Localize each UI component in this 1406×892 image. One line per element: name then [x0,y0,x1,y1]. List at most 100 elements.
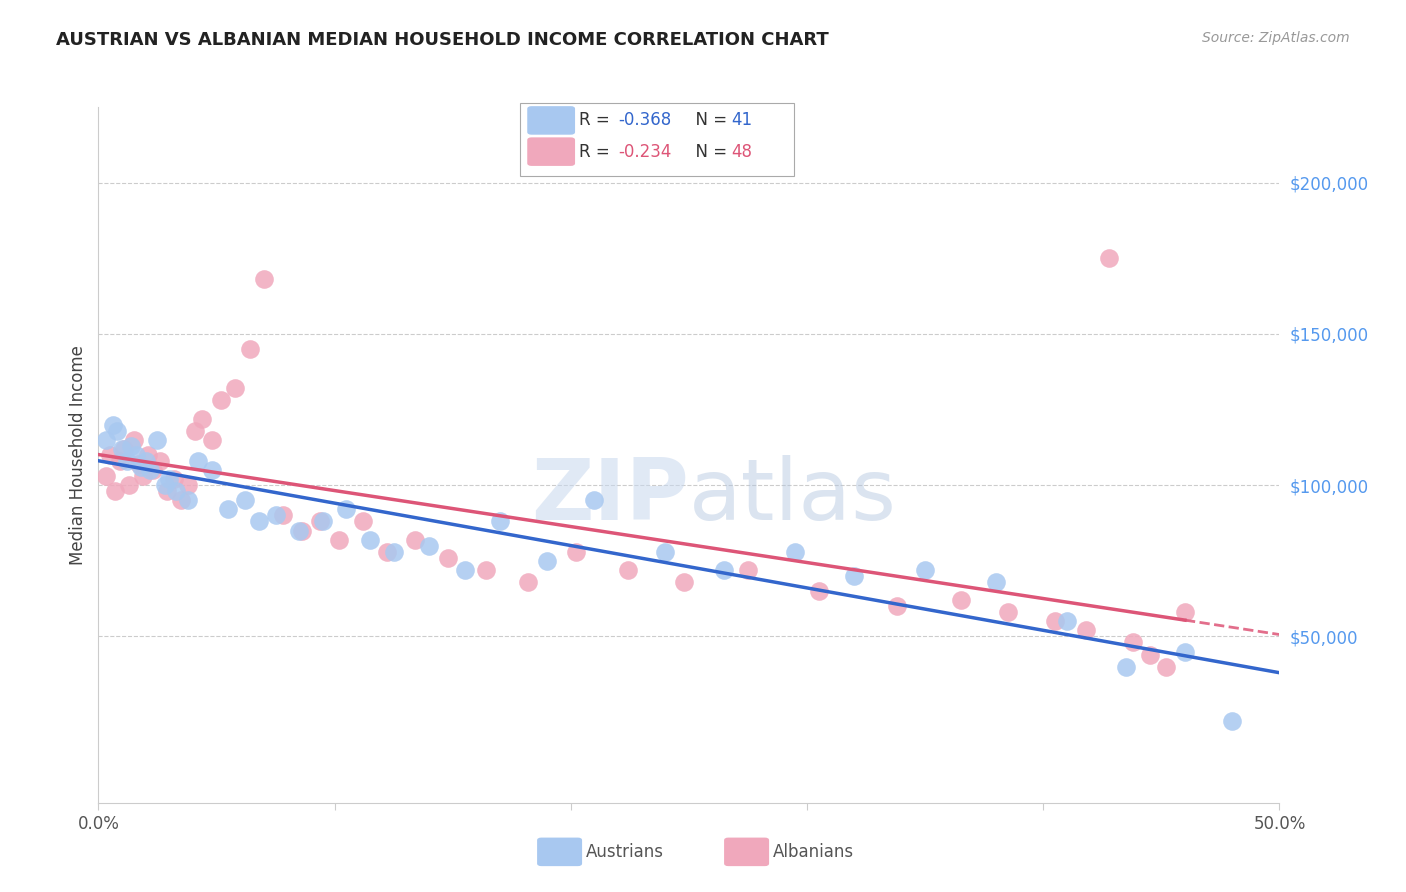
Point [122,433,145,447]
Point [328,533,350,547]
Point [984,574,1007,589]
Point [404,533,426,547]
Point [128,457,150,471]
Point [156,484,179,499]
Text: N =: N = [685,143,733,161]
Point [475,563,498,577]
Point [352,515,374,529]
Point [335,502,357,516]
Point [517,574,540,589]
Point [209,393,232,408]
Point [132,469,155,483]
Point [253,272,276,286]
Point [359,533,381,547]
Point [187,454,209,468]
Point [136,448,159,462]
Point [94,469,117,483]
Point [1043,615,1066,629]
Point [1174,644,1197,658]
Text: -0.368: -0.368 [619,112,672,129]
Point [115,454,138,468]
Point [94,433,117,447]
Point [165,484,187,499]
Point [105,424,128,438]
Point [1056,615,1078,629]
Point [104,484,127,499]
Text: R =: R = [579,112,616,129]
Point [163,472,186,486]
Text: Austrians: Austrians [586,843,664,861]
Point [239,342,262,356]
Point [201,433,224,447]
Text: 48: 48 [731,143,752,161]
Point [886,599,908,614]
Point [111,442,134,456]
Text: 41: 41 [731,112,752,129]
Point [142,463,165,477]
Text: N =: N = [685,112,733,129]
Point [1154,659,1177,673]
Point [271,508,294,523]
Point [153,478,176,492]
Point [112,442,135,456]
Point [564,545,586,559]
Point [583,493,606,508]
Point [382,545,405,559]
Point [139,463,162,477]
Point [101,417,124,432]
Point [157,472,180,486]
Point [1098,252,1121,266]
Text: Albanians: Albanians [773,843,855,861]
Point [1139,648,1161,662]
Point [737,563,759,577]
Point [713,563,735,577]
Point [1074,624,1097,638]
Point [177,478,200,492]
Point [118,478,141,492]
Text: AUSTRIAN VS ALBANIAN MEDIAN HOUSEHOLD INCOME CORRELATION CHART: AUSTRIAN VS ALBANIAN MEDIAN HOUSEHOLD IN… [56,31,830,49]
Point [807,584,830,599]
Point [453,563,475,577]
Point [135,454,157,468]
Point [264,508,287,523]
Point [98,448,121,462]
Text: R =: R = [579,143,616,161]
Y-axis label: Median Household Income: Median Household Income [69,345,87,565]
Point [312,515,335,529]
Point [536,554,558,568]
Point [949,593,972,607]
Point [1220,714,1243,728]
Point [844,569,866,583]
Point [170,493,193,508]
Point [1115,659,1137,673]
Point [125,448,148,462]
Point [108,454,131,468]
Point [224,381,246,395]
Point [149,454,172,468]
Point [233,493,256,508]
Point [247,515,270,529]
Point [654,545,676,559]
Point [129,460,152,475]
Point [217,502,239,516]
Point [201,463,224,477]
Point [290,524,312,538]
Point [489,515,512,529]
Point [785,545,807,559]
Text: Source: ZipAtlas.com: Source: ZipAtlas.com [1202,31,1350,45]
Point [1174,605,1197,619]
Point [418,539,440,553]
Text: ZIP: ZIP [531,455,689,538]
Text: atlas: atlas [689,455,897,538]
Text: -0.234: -0.234 [619,143,672,161]
Point [1122,635,1144,649]
Point [121,439,143,453]
Point [184,424,207,438]
Point [914,563,936,577]
Point [191,411,214,425]
Point [437,550,460,565]
Point [309,515,332,529]
Point [616,563,638,577]
Point [673,574,696,589]
Point [177,493,200,508]
